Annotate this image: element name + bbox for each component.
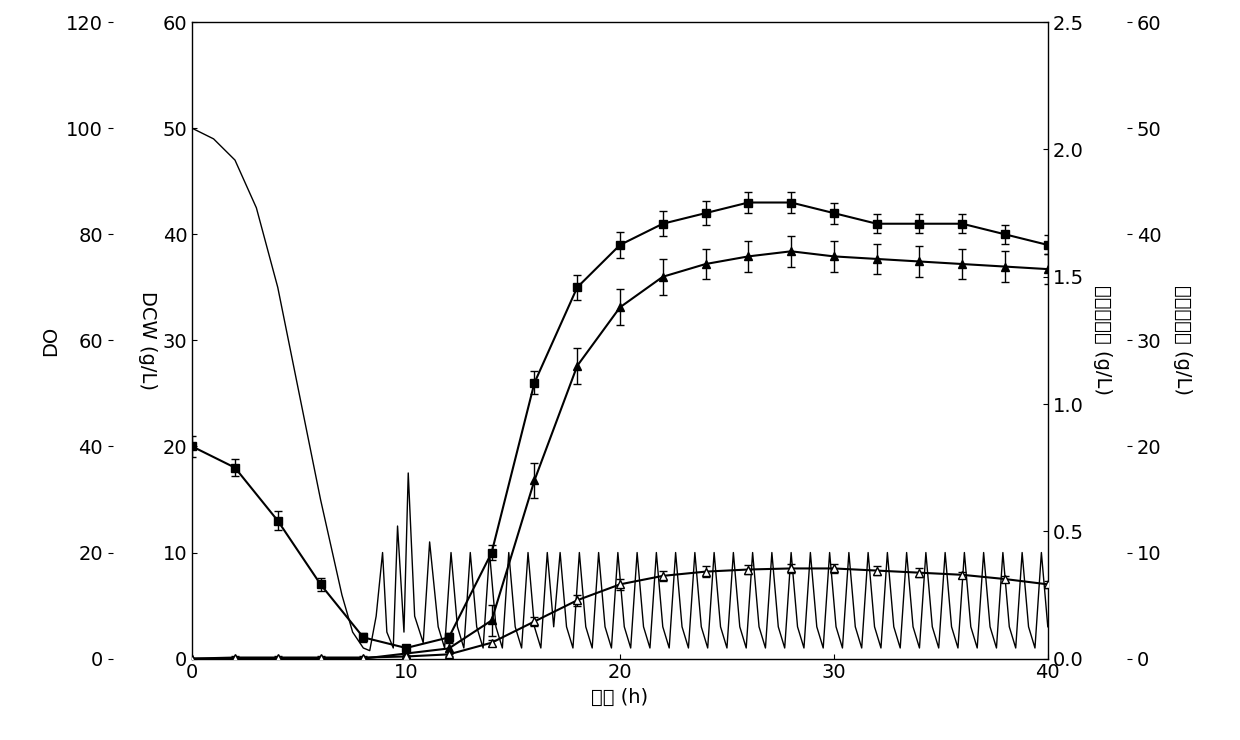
Y-axis label: DO: DO bbox=[41, 326, 61, 355]
Y-axis label: 葡萄糖浓度 (g/L): 葡萄糖浓度 (g/L) bbox=[1173, 286, 1193, 395]
Y-axis label: DCW (g/L): DCW (g/L) bbox=[138, 291, 156, 390]
Y-axis label: 酱肽能产量 (g/L): 酱肽能产量 (g/L) bbox=[1092, 286, 1111, 395]
X-axis label: 时间 (h): 时间 (h) bbox=[591, 688, 649, 707]
